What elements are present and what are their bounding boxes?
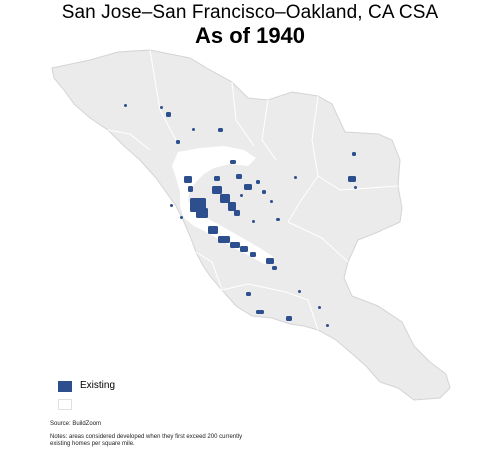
developed-area [354, 186, 357, 189]
developed-area [196, 208, 208, 218]
developed-area [218, 236, 230, 243]
developed-area [286, 316, 292, 321]
developed-area [208, 226, 218, 234]
developed-area [212, 186, 222, 194]
developed-area [214, 176, 220, 181]
developed-area [318, 306, 321, 309]
developed-area [124, 104, 127, 107]
developed-areas [124, 104, 357, 327]
developed-area [352, 152, 356, 156]
developed-area [176, 140, 180, 144]
developed-area [160, 106, 163, 109]
developed-area [230, 242, 240, 248]
developed-area [276, 218, 280, 221]
legend-swatch-blank [58, 399, 72, 410]
developed-area [236, 174, 242, 179]
source-note: Source: BuildZoom [50, 421, 102, 427]
bay-water [172, 146, 276, 264]
legend-label-existing: Existing [80, 380, 116, 391]
developed-area [256, 310, 264, 314]
csa-land-area [51, 49, 451, 401]
developed-area [326, 324, 329, 327]
developed-area [192, 128, 195, 131]
county-boundary-line [107, 129, 151, 151]
developed-area [272, 266, 277, 270]
developed-area [170, 204, 173, 207]
developed-area [298, 290, 301, 293]
developed-area [246, 292, 251, 296]
developed-area [348, 176, 356, 182]
developed-area [220, 194, 230, 203]
developed-area [230, 160, 236, 164]
developed-area [218, 128, 223, 132]
developed-area [180, 216, 183, 219]
developed-area [240, 194, 243, 197]
legend-swatch-existing [58, 381, 72, 392]
developed-area [270, 200, 273, 203]
developed-area [250, 252, 256, 257]
developed-area [228, 202, 236, 211]
developed-area [294, 176, 297, 179]
map-subtitle: As of 1940 [194, 23, 306, 48]
county-boundaries [107, 49, 399, 331]
developed-area [188, 186, 193, 192]
map-title: San Jose–San Francisco–Oakland, CA CSA [61, 2, 439, 23]
developed-area [244, 184, 252, 190]
county-boundary-line [221, 283, 319, 331]
developed-area [266, 258, 274, 264]
county-boundary-line [261, 99, 277, 161]
developed-area [256, 180, 260, 184]
county-boundary-line [195, 251, 223, 291]
developed-area [262, 190, 266, 194]
developed-area [166, 112, 171, 117]
county-boundary-line [287, 221, 349, 263]
county-boundary-line [317, 175, 399, 191]
developed-area [252, 220, 255, 223]
developed-area [234, 210, 240, 216]
county-boundary-line [149, 49, 177, 141]
developed-area [184, 176, 192, 183]
county-boundary-line [231, 81, 255, 147]
developed-area [240, 246, 248, 252]
notes-text: Notes: areas considered developed when t… [50, 434, 243, 447]
